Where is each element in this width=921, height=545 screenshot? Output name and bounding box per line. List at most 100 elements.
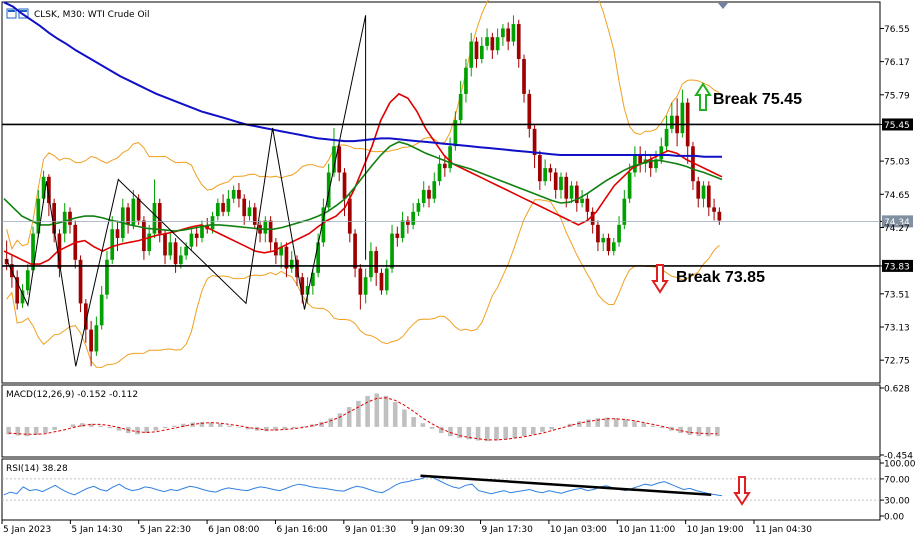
candle-body [94,325,99,352]
candle [363,268,368,304]
break-down-annotation: Break 73.85 [651,264,765,294]
candle [490,32,495,59]
scroll-marker-icon[interactable] [718,3,728,9]
macd-panel[interactable] [1,384,881,458]
candle-body [506,28,511,42]
price-tick-label: 76.55 [884,25,910,35]
candle [469,32,474,77]
candle-body [274,242,278,256]
candle [237,182,241,208]
key-levels [2,123,880,267]
candle-body [574,185,579,204]
candle [501,24,505,46]
candle [406,216,410,234]
candle [268,216,273,252]
candle [590,207,595,234]
candle-body [379,272,384,291]
candle [553,168,558,199]
candle-body [564,176,569,199]
candle [274,237,278,265]
candle [611,237,616,256]
candle [638,146,643,173]
ma-slow-line [3,1,722,158]
candle-body [479,45,484,59]
candle-body [36,198,41,234]
macd-signal-line [8,397,718,441]
candle [538,150,542,190]
candle-body [648,159,653,169]
candle-body [99,294,104,326]
candle-body [353,233,357,269]
price-tick-label: 72.75 [884,357,910,367]
rsi-title: RSI(14) 38.28 [6,464,68,474]
candle-body [638,155,643,164]
candle-body [289,259,294,269]
time-tick-label: 11 Jan 04:30 [755,525,812,535]
price-panel[interactable] [1,1,881,384]
candle-body [432,181,437,199]
candle [580,189,584,208]
candle-body [237,189,241,199]
candle [163,229,167,265]
candle [527,89,532,138]
price-tick-label: 74.27 [884,224,910,234]
candle [78,255,83,313]
candle [379,268,384,295]
candle-body [363,277,368,295]
candle-body [358,268,363,295]
candle-body [627,172,632,199]
candle [131,189,136,230]
candle [20,284,25,308]
candle [474,37,479,68]
candle-body [242,198,247,217]
macd-tick-label: 0.628 [884,385,910,395]
candle [289,251,294,273]
level-label-bg [882,118,913,131]
current-price-label: 74.34 [884,218,910,228]
candle [194,226,199,247]
candle-body [406,220,410,225]
lower-band-line [6,199,720,368]
candle [147,224,152,256]
candle-body [68,211,72,225]
candle [89,320,93,367]
price-axis: 76.55 76.17 75.79 75.45 75.03 74.65 74.3474.27… [880,25,913,367]
candle [231,185,236,204]
candle-body [585,198,590,212]
candle [411,203,416,230]
current-price-label-bg [882,215,913,228]
candle-body [221,203,225,212]
candle-body [168,242,173,256]
break-up-label: Break 75.45 [713,91,802,108]
candle [305,277,310,304]
candle [596,220,600,252]
candle-body [400,220,405,238]
time-tick-label: 9 Jan 17:30 [482,525,534,535]
rsi: 100.00 70.00 30.00 0.00 [2,460,916,523]
candle [506,22,511,51]
candle [62,203,67,243]
rsi-panel[interactable] [1,458,881,521]
candle-body [580,198,584,204]
candle [110,216,115,265]
candle-body [268,220,273,243]
candle-body [511,24,516,42]
candle-body [279,246,284,256]
window-icon[interactable] [6,8,17,19]
break-up-annotation: Break 75.45 [694,82,802,111]
candle-body [115,229,120,238]
candle [179,246,183,269]
candle [717,207,722,225]
candle-body [200,224,204,238]
candle [522,54,526,103]
candle [400,211,405,243]
macd: 0.628 -0.454 [6,385,913,462]
candle-body [421,189,426,204]
candle [559,172,563,199]
rsi-arrow-down-icon [733,476,751,506]
candle [548,163,553,182]
candle [691,141,695,190]
candle-body [332,146,336,173]
candle-body [691,146,695,182]
